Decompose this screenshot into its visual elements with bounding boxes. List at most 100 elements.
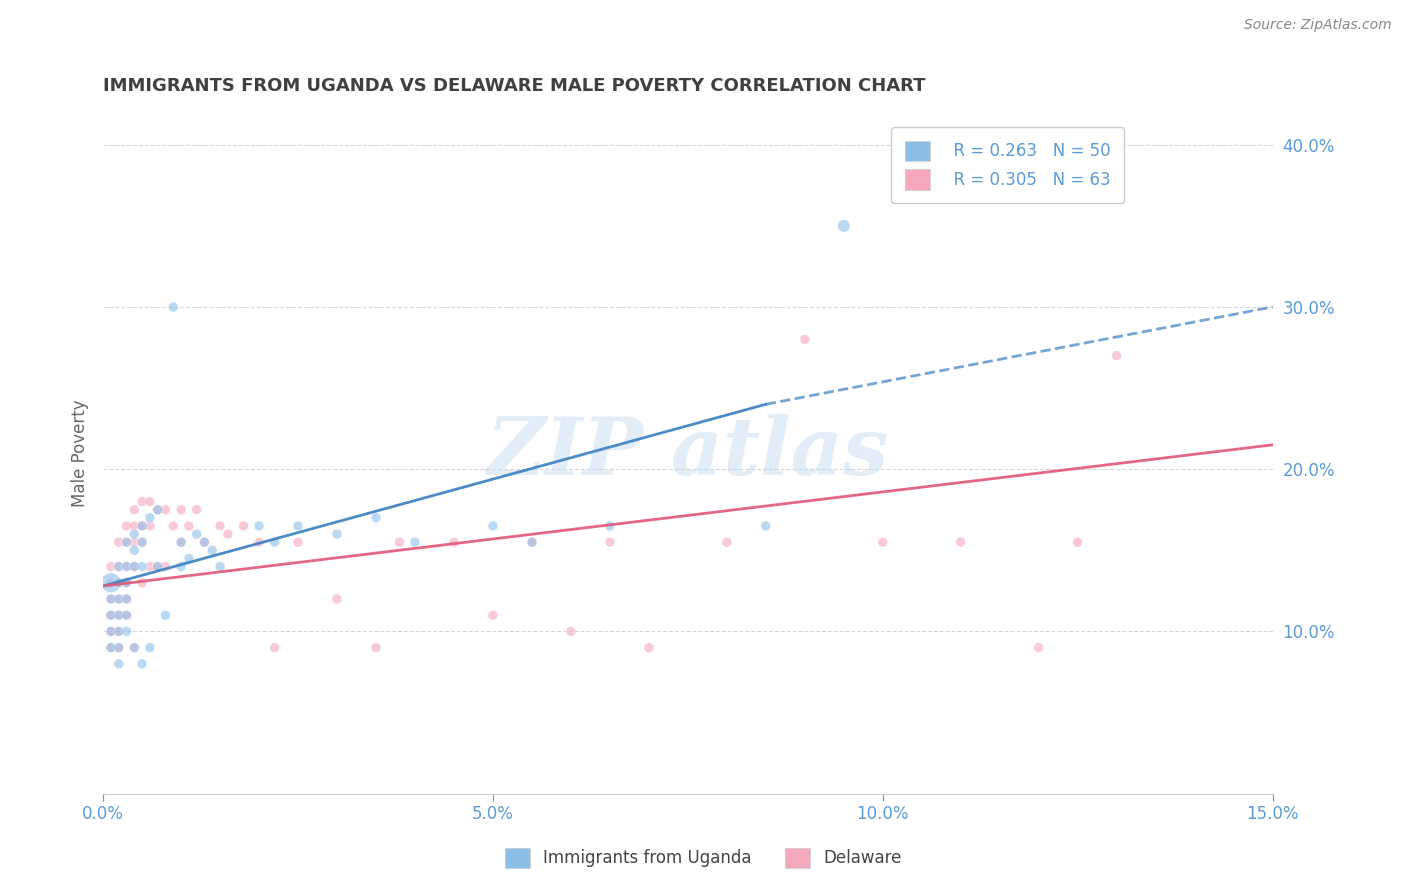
Point <box>599 535 621 549</box>
Legend:   R = 0.263   N = 50,   R = 0.305   N = 63: R = 0.263 N = 50, R = 0.305 N = 63 <box>891 128 1123 203</box>
Point <box>107 640 129 655</box>
Point <box>107 592 129 607</box>
Point <box>100 624 122 639</box>
Point <box>482 519 505 533</box>
Point <box>124 559 146 574</box>
Text: ZIP atlas: ZIP atlas <box>486 414 889 491</box>
Point <box>131 519 153 533</box>
Point <box>115 624 138 639</box>
Point <box>177 551 200 566</box>
Point <box>115 559 138 574</box>
Point <box>107 575 129 590</box>
Point <box>115 559 138 574</box>
Point <box>115 519 138 533</box>
Point <box>139 511 162 525</box>
Point <box>162 300 184 314</box>
Point <box>124 519 146 533</box>
Point <box>716 535 738 549</box>
Point <box>170 559 193 574</box>
Point <box>107 575 129 590</box>
Point <box>146 559 169 574</box>
Point <box>139 559 162 574</box>
Point <box>115 592 138 607</box>
Point <box>520 535 543 549</box>
Point <box>287 535 309 549</box>
Point <box>139 519 162 533</box>
Point <box>131 657 153 671</box>
Point <box>326 527 349 541</box>
Point <box>100 608 122 623</box>
Point <box>107 608 129 623</box>
Text: IMMIGRANTS FROM UGANDA VS DELAWARE MALE POVERTY CORRELATION CHART: IMMIGRANTS FROM UGANDA VS DELAWARE MALE … <box>103 78 925 95</box>
Point <box>263 640 285 655</box>
Point <box>115 575 138 590</box>
Point <box>100 640 122 655</box>
Point <box>404 535 426 549</box>
Point <box>146 502 169 516</box>
Point <box>560 624 582 639</box>
Point <box>637 640 659 655</box>
Point <box>155 559 177 574</box>
Text: Source: ZipAtlas.com: Source: ZipAtlas.com <box>1244 18 1392 32</box>
Point <box>201 543 224 558</box>
Point <box>247 519 270 533</box>
Point <box>124 543 146 558</box>
Point <box>107 624 129 639</box>
Point <box>124 640 146 655</box>
Point <box>193 535 215 549</box>
Point <box>232 519 254 533</box>
Point <box>115 575 138 590</box>
Point <box>115 608 138 623</box>
Point <box>107 624 129 639</box>
Point <box>107 608 129 623</box>
Point <box>139 494 162 508</box>
Point <box>1105 349 1128 363</box>
Point <box>793 333 815 347</box>
Point <box>124 535 146 549</box>
Point <box>872 535 894 549</box>
Point <box>146 559 169 574</box>
Point <box>115 608 138 623</box>
Point <box>124 527 146 541</box>
Point <box>209 519 232 533</box>
Point <box>100 608 122 623</box>
Point <box>107 657 129 671</box>
Point <box>146 502 169 516</box>
Point <box>139 640 162 655</box>
Point <box>115 592 138 607</box>
Point <box>193 535 215 549</box>
Point <box>520 535 543 549</box>
Point <box>1028 640 1050 655</box>
Point <box>949 535 972 549</box>
Point <box>124 502 146 516</box>
Point <box>170 535 193 549</box>
Point <box>131 494 153 508</box>
Point <box>170 502 193 516</box>
Point <box>100 624 122 639</box>
Point <box>100 575 122 590</box>
Point <box>100 575 122 590</box>
Point <box>100 592 122 607</box>
Point <box>209 559 232 574</box>
Point <box>755 519 778 533</box>
Point <box>107 559 129 574</box>
Point <box>162 519 184 533</box>
Point <box>131 535 153 549</box>
Point <box>388 535 411 549</box>
Point <box>443 535 465 549</box>
Point <box>1066 535 1088 549</box>
Point <box>131 559 153 574</box>
Point <box>131 535 153 549</box>
Point <box>287 519 309 533</box>
Point <box>131 519 153 533</box>
Point <box>107 559 129 574</box>
Point <box>247 535 270 549</box>
Point <box>115 535 138 549</box>
Point <box>124 559 146 574</box>
Point <box>186 502 208 516</box>
Point <box>482 608 505 623</box>
Point <box>364 511 387 525</box>
Point <box>155 608 177 623</box>
Point <box>177 519 200 533</box>
Point <box>364 640 387 655</box>
